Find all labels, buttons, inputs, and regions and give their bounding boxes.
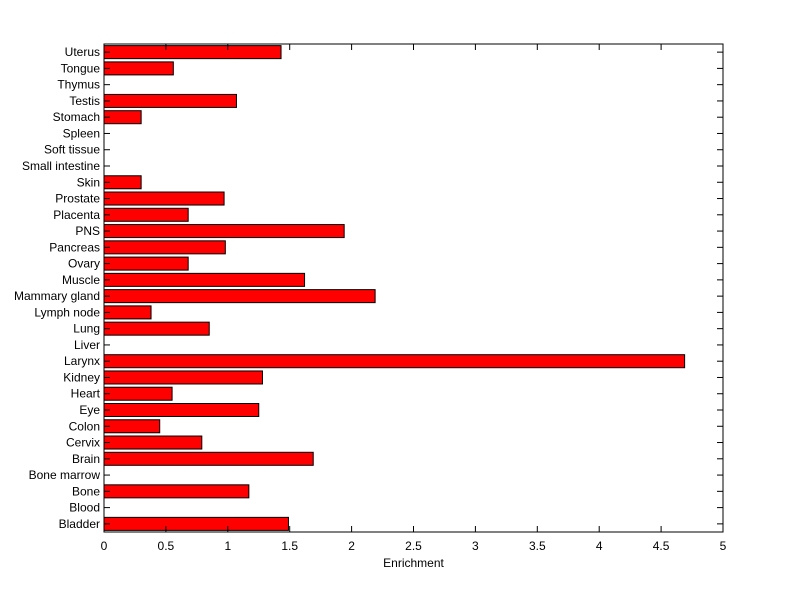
y-tick-label: Small intestine [22,159,100,173]
ticks-layer [103,44,724,532]
y-tick-label: Soft tissue [44,143,100,157]
x-tick-label: 4 [596,539,603,553]
y-tick-label: Placenta [53,208,100,222]
bar-colon [103,419,161,434]
x-tick-label: 3.5 [529,539,546,553]
y-tick-label: Lung [73,322,100,336]
x-tick-label: 3 [472,539,479,553]
x-axis-title: Enrichment [383,556,444,570]
bar-prostate [103,191,225,206]
y-tick-label: Brain [72,452,100,466]
y-tick-label: Skin [77,175,100,189]
y-tick-label: Blood [69,501,100,515]
bar-mammary-gland [103,289,376,304]
y-tick-label: Mammary gland [14,289,100,303]
y-tick-label: Kidney [63,370,100,384]
y-tick-label: Heart [71,387,101,401]
bars-layer [103,45,686,531]
bar-testis [103,93,237,108]
x-tick-label: 1 [224,539,231,553]
bar-kidney [103,370,263,385]
bar-pns [103,224,345,239]
bar-lymph-node [103,305,152,320]
y-tick-label: Lymph node [34,305,100,319]
bar-lung [103,321,210,336]
x-tick-label: 1.5 [281,539,298,553]
bar-ovary [103,256,189,271]
bar-placenta [103,207,189,222]
bar-larynx [103,354,686,369]
bar-uterus [103,45,282,60]
y-tick-label: Eye [79,403,100,417]
x-tick-label: 0.5 [158,539,175,553]
y-tick-labels: Bladder Blood Bone Bone marrow Brain Cervix Co… [14,45,101,531]
bar-heart [103,386,173,401]
x-tick-label: 2.5 [405,539,422,553]
bar-pancreas [103,240,226,255]
bar-bladder [103,516,289,531]
y-tick-label: Thymus [57,78,100,92]
x-tick-label: 2 [348,539,355,553]
y-tick-label: Spleen [63,126,100,140]
bar-eye [103,402,260,418]
y-tick-label: Colon [69,419,100,433]
x-tick-labels: 0 0.5 1 1.5 2 2.5 3 3.5 4 4.5 5 [101,539,727,553]
y-tick-label: Prostate [55,192,100,206]
y-tick-label: Pancreas [49,240,100,254]
bar-brain [103,451,314,466]
y-tick-label: Uterus [65,45,100,59]
bar-cervix [103,435,203,450]
y-tick-label: Stomach [53,110,100,124]
y-tick-label: PNS [75,224,100,238]
x-tick-label: 4.5 [653,539,670,553]
y-tick-label: Tongue [61,61,101,75]
y-tick-label: Bone [72,484,100,498]
bar-tongue [103,61,174,76]
x-tick-label: 5 [720,539,727,553]
y-tick-label: Bone marrow [29,468,101,482]
y-tick-label: Testis [69,94,100,108]
y-tick-label: Larynx [64,354,100,368]
bar-muscle [103,272,306,287]
x-tick-label: 0 [101,539,108,553]
y-tick-label: Liver [74,338,100,352]
y-tick-label: Ovary [68,257,100,271]
y-tick-label: Cervix [66,436,100,450]
y-tick-label: Muscle [62,273,100,287]
bar-bone [103,484,250,499]
y-tick-label: Bladder [59,517,100,531]
